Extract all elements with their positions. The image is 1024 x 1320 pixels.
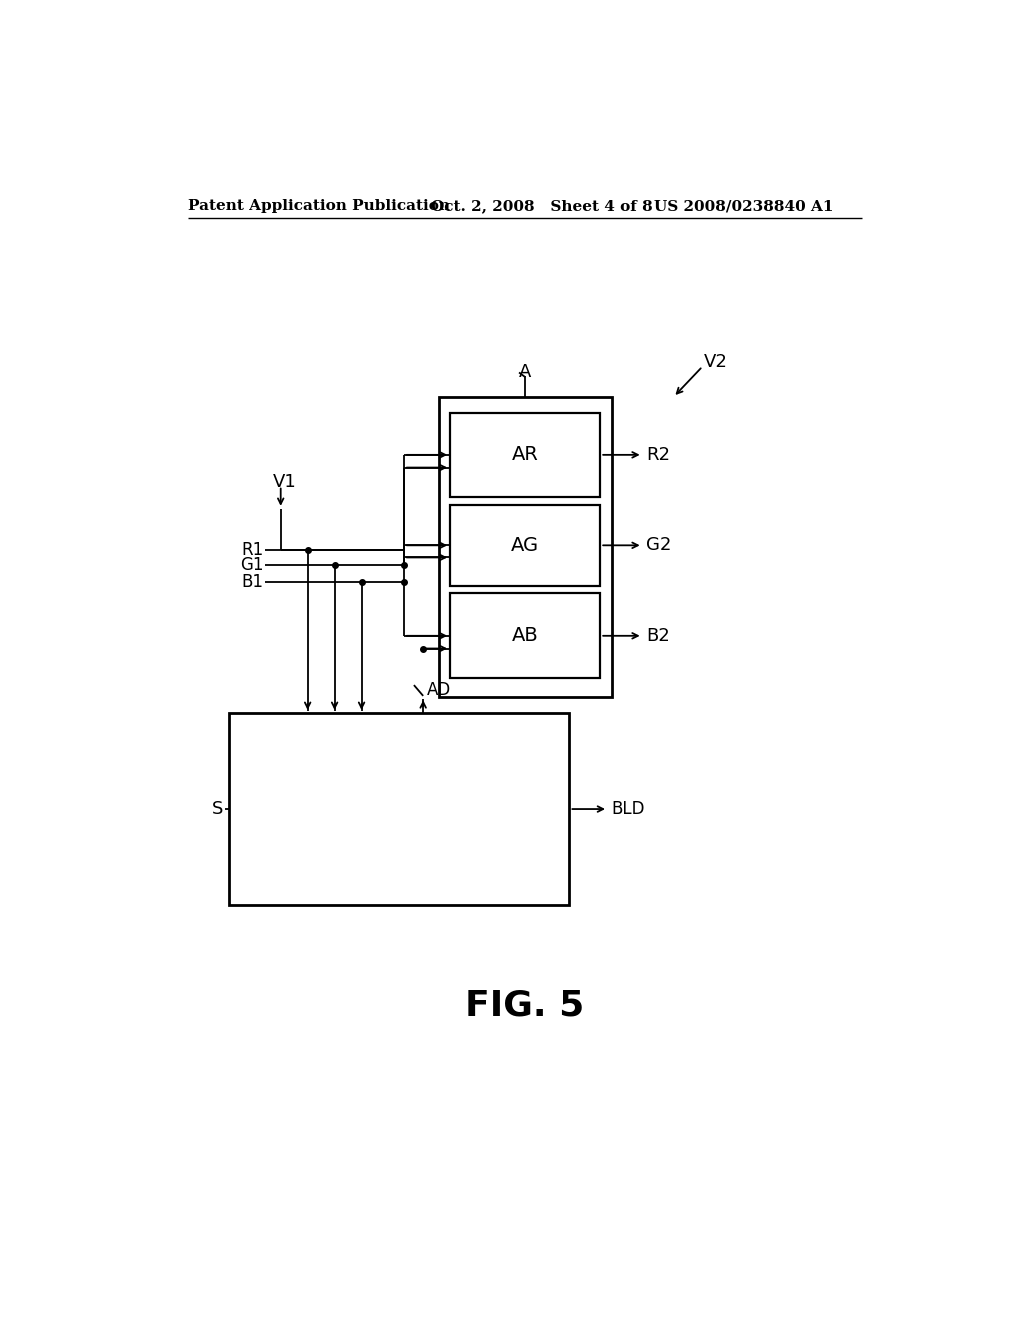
Text: FIG. 5: FIG. 5	[465, 989, 585, 1023]
Bar	[438, 397, 611, 697]
Text: AB: AB	[512, 626, 539, 645]
Text: AR: AR	[512, 445, 539, 465]
Text: BLD: BLD	[611, 800, 645, 818]
Text: AG: AG	[511, 536, 540, 554]
Text: S: S	[212, 800, 223, 818]
Text: G2: G2	[646, 536, 672, 554]
Text: R2: R2	[646, 446, 671, 463]
Text: V2: V2	[705, 354, 728, 371]
Text: B2: B2	[646, 627, 671, 644]
Bar	[229, 713, 569, 906]
Text: R1: R1	[242, 541, 264, 558]
Text: V1: V1	[273, 473, 297, 491]
Bar	[451, 594, 600, 678]
Text: AD: AD	[427, 681, 452, 698]
Text: A: A	[519, 363, 531, 380]
Text: US 2008/0238840 A1: US 2008/0238840 A1	[654, 199, 834, 213]
Bar	[451, 504, 600, 586]
Text: Patent Application Publication: Patent Application Publication	[188, 199, 451, 213]
Bar	[451, 412, 600, 498]
Text: B1: B1	[242, 573, 264, 591]
Text: Oct. 2, 2008   Sheet 4 of 8: Oct. 2, 2008 Sheet 4 of 8	[431, 199, 652, 213]
Text: G1: G1	[241, 556, 264, 574]
